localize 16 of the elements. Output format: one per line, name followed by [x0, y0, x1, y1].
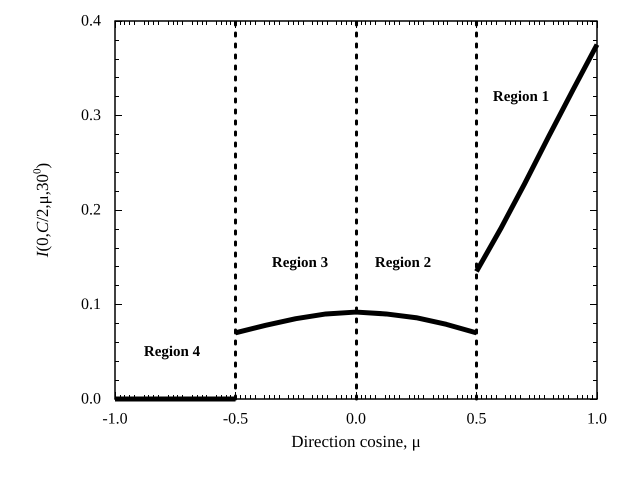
- y-axis-title: I(0,C/2,μ,300): [32, 162, 52, 258]
- y-tick-label: 0.3: [81, 107, 101, 124]
- x-tick-label: 0.0: [346, 410, 366, 428]
- annotation: Region 1: [492, 89, 550, 105]
- x-tick-label: -1.0: [102, 410, 128, 428]
- x-axis-title: Direction cosine, μ: [291, 432, 421, 451]
- annotation: Region 3: [272, 255, 328, 271]
- y-tick-label: 0.0: [81, 390, 101, 408]
- x-tick-label: 0.5: [466, 410, 486, 428]
- annotation: Region 2: [374, 255, 432, 271]
- y-tick-label: 0.1: [81, 296, 101, 313]
- annotation: Region 4: [144, 344, 201, 360]
- y-tick-label: 0.2: [81, 202, 101, 218]
- x-tick-label: -0.5: [222, 410, 248, 428]
- y-tick-label: 0.4: [81, 12, 101, 30]
- x-tick-label: 1.0: [587, 410, 607, 428]
